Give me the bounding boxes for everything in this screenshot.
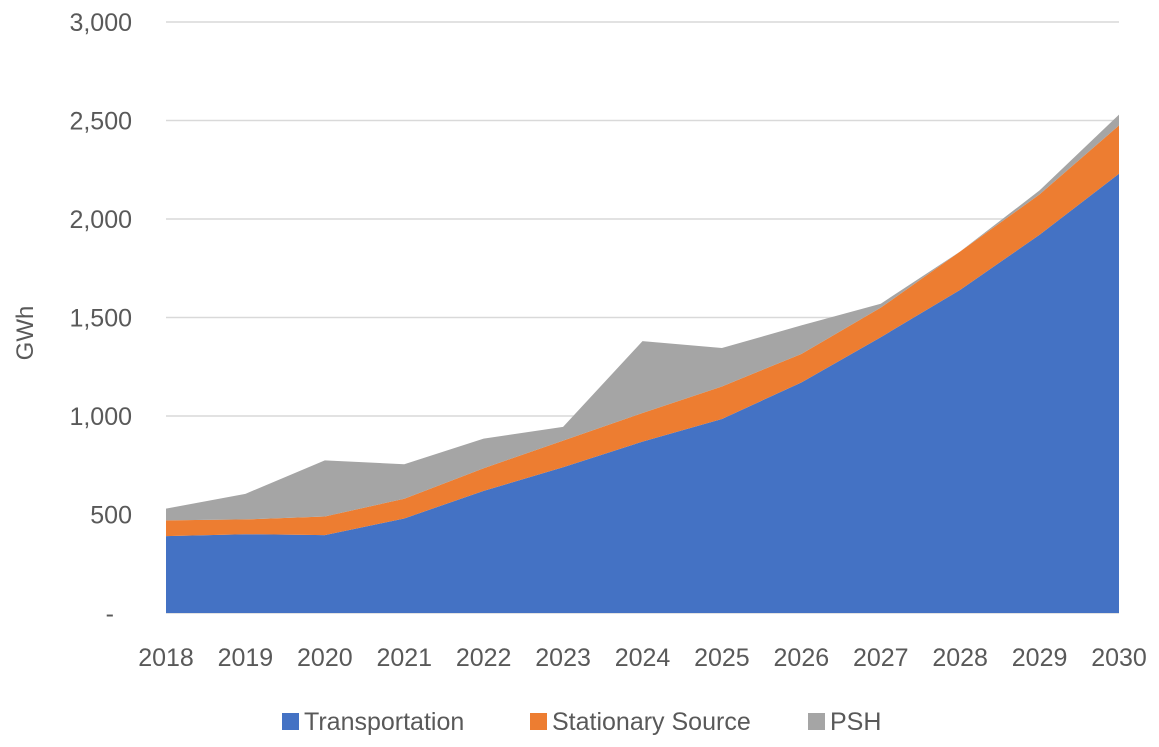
x-tick-label: 2030 <box>1091 644 1147 672</box>
y-tick-label: 1,000 <box>69 403 132 431</box>
legend-label: Stationary Source <box>552 708 751 736</box>
x-axis-tick-labels: 2018 2019 2020 2021 2022 2023 2024 2025 2026 2027… <box>138 644 1147 672</box>
y-tick-label: 2,500 <box>69 108 132 136</box>
legend-swatch <box>530 713 547 730</box>
y-tick-label: - <box>106 600 114 628</box>
y-tick-label: 3,000 <box>69 9 132 37</box>
x-tick-label: 2020 <box>297 644 353 672</box>
x-tick-label: 2024 <box>615 644 671 672</box>
y-axis-label: GWh <box>12 306 39 361</box>
legend-item-transportation: Transportation <box>282 708 464 736</box>
area-transportation <box>166 173 1119 613</box>
x-tick-label: 2028 <box>932 644 988 672</box>
legend-label: PSH <box>830 708 881 736</box>
x-tick-label: 2019 <box>218 644 274 672</box>
area-series <box>166 114 1119 613</box>
x-tick-label: 2029 <box>1012 644 1068 672</box>
x-tick-label: 2023 <box>535 644 591 672</box>
legend: Transportation Stationary Source PSH <box>282 708 881 736</box>
legend-item-psh: PSH <box>808 708 881 736</box>
x-tick-label: 2027 <box>853 644 909 672</box>
y-tick-label: 500 <box>90 502 132 530</box>
legend-swatch <box>808 713 825 730</box>
legend-swatch <box>282 713 299 730</box>
x-tick-label: 2021 <box>376 644 432 672</box>
legend-item-stationary-source: Stationary Source <box>530 708 751 736</box>
legend-label: Transportation <box>304 708 464 736</box>
x-tick-label: 2018 <box>138 644 194 672</box>
x-tick-label: 2026 <box>774 644 830 672</box>
x-tick-label: 2022 <box>456 644 512 672</box>
y-tick-label: 2,000 <box>69 206 132 234</box>
y-tick-label: 1,500 <box>69 305 132 333</box>
y-axis-tick-labels: - 500 1,000 1,500 2,000 2,500 3,000 <box>69 9 132 628</box>
x-tick-label: 2025 <box>694 644 750 672</box>
